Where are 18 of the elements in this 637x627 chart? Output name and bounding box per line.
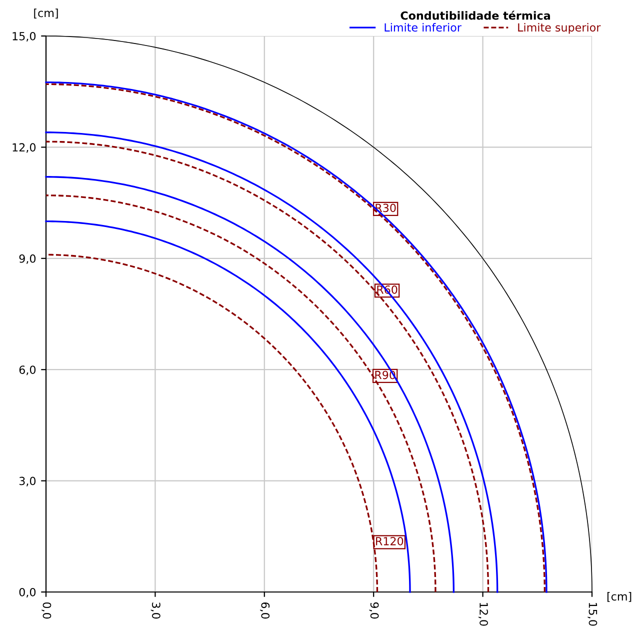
- x-tick-label: 6,0: [260, 602, 270, 619]
- y-tick-label: 15,0: [12, 32, 36, 42]
- y-tick-label: 0,0: [19, 588, 36, 598]
- y-tick-label: 9,0: [19, 254, 36, 264]
- x-tick-label: 15,0: [588, 602, 598, 626]
- y-tick-label: 12,0: [12, 143, 36, 153]
- x-tick-label: 9,0: [369, 602, 379, 619]
- y-tick-label: 3,0: [19, 476, 36, 486]
- legend-title: Condutibilidade térmica: [400, 10, 550, 20]
- legend-label: Limite superior: [518, 23, 601, 34]
- legend-label: Limite inferior: [384, 23, 462, 32]
- x-tick-label: 3,0: [150, 602, 160, 619]
- y-axis-title: [cm]: [34, 8, 58, 18]
- x-tick-label: 12,0: [478, 602, 488, 626]
- annotation: R120: [376, 536, 404, 546]
- x-tick-label: 0,0: [42, 602, 52, 619]
- y-tick-label: 6,0: [19, 366, 36, 376]
- x-axis-title: [cm]: [607, 592, 632, 602]
